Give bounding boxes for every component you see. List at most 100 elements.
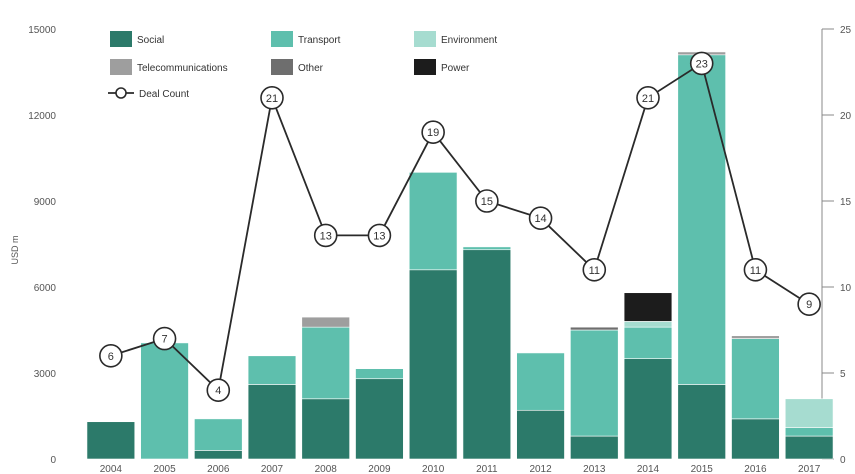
bar-segment-social [247, 384, 297, 460]
legend: Social Transport Environment Telecommunicat… [108, 31, 497, 100]
bar-segment-environment [784, 398, 834, 428]
bar-segment-social [408, 269, 458, 460]
bar-segment-power [623, 292, 673, 322]
deal-count-label: 23 [696, 58, 708, 70]
bar-segment-social [194, 450, 243, 460]
deal-count-marker [582, 257, 607, 282]
left-tick-label: 15000 [28, 25, 56, 36]
deal-count-marker [636, 86, 660, 110]
y-axis-label: USD m [10, 236, 20, 265]
bar-segment-transport [623, 326, 673, 359]
bar-segment-social [86, 421, 136, 460]
legend-swatch-power [414, 59, 436, 75]
deal-count-marker [152, 326, 177, 351]
deal-count-label: 11 [750, 265, 761, 277]
x-tick-label: 2016 [744, 464, 767, 474]
x-tick-label: 2010 [422, 464, 445, 474]
bar-segment-social [301, 398, 350, 460]
legend-label: Transport [298, 35, 341, 46]
deal-count-label: 15 [481, 196, 493, 208]
deal-count-marker [475, 189, 499, 213]
bar-segment-other [570, 326, 619, 331]
bar-segment-social [462, 249, 512, 460]
legend-label: Social [137, 35, 164, 46]
left-tick-label: 9000 [34, 197, 57, 208]
x-tick-label: 2014 [637, 464, 660, 474]
bar-segment-transport [570, 329, 619, 437]
deal-count-label: 9 [806, 299, 812, 311]
bar-segment-transport [677, 54, 726, 385]
x-tick-label: 2008 [315, 464, 338, 474]
deal-count-marker [99, 343, 123, 368]
bar-segment-transport [140, 342, 189, 460]
deal-count-marker [689, 51, 714, 76]
x-tick-label: 2012 [529, 464, 552, 474]
legend-marker-swatch [115, 87, 127, 99]
x-tick-label: 2004 [100, 464, 123, 474]
bar-segment-social [677, 384, 726, 460]
left-tick-label: 3000 [34, 369, 57, 380]
bar-segment-social [516, 409, 565, 460]
deal-count-marker [367, 223, 392, 248]
x-tick-label: 2011 [476, 464, 498, 474]
x-tick-label: 2013 [583, 464, 606, 474]
bar-segment-telecommunications [301, 316, 350, 328]
legend-label: Power [441, 63, 470, 74]
deal-count-label: 21 [642, 93, 654, 105]
left-tick-label: 0 [50, 455, 56, 466]
deal-count-marker [313, 223, 338, 248]
legend-swatch-other [271, 59, 293, 75]
bar-segment-social [731, 418, 780, 460]
deal-count-label: 4 [215, 385, 221, 397]
left-tick-label: 6000 [34, 283, 57, 294]
legend-label: Environment [441, 35, 497, 46]
bar-segment-transport [355, 368, 404, 380]
bars [86, 51, 834, 460]
legend-swatch-telecommunications [110, 59, 132, 75]
bar-segment-social [570, 435, 619, 460]
bar-segment-transport [408, 172, 458, 271]
deal-count-label: 11 [589, 265, 600, 277]
bar-segment-transport [247, 355, 297, 385]
bar-segment-transport [301, 326, 350, 400]
bar-segment-transport [516, 352, 565, 411]
bar-segment-transport [731, 338, 780, 420]
legend-label: Other [298, 63, 324, 74]
left-tick-label: 12000 [28, 111, 56, 122]
legend-swatch-environment [414, 31, 436, 47]
deal-count-marker [797, 292, 821, 317]
deal-count-marker [206, 378, 231, 403]
deal-count-label: 21 [266, 93, 278, 105]
deal-count-marker [421, 120, 445, 144]
bar-segment-telecommunications [731, 335, 780, 339]
right-tick-label: 10 [840, 283, 852, 294]
x-tick-label: 2015 [691, 464, 714, 474]
deal-count-marker [743, 257, 768, 282]
deal-count-label: 6 [108, 351, 114, 363]
bar-segment-transport [462, 246, 512, 251]
right-tick-label: 15 [840, 197, 852, 208]
bar-segment-environment [623, 321, 673, 328]
bar-segment-social [623, 358, 673, 460]
legend-label: Telecommunications [137, 63, 228, 74]
legend-swatch-transport [271, 31, 293, 47]
deal-count-marker [260, 86, 284, 110]
bar-segment-transport [194, 418, 243, 451]
right-axis: 0 5 10 15 20 25 [821, 25, 852, 466]
bar-segment-transport [784, 427, 834, 437]
bar-segment-social [784, 435, 834, 460]
deal-count-label: 7 [162, 334, 168, 346]
legend-swatch-social [110, 31, 132, 47]
deal-count-label: 13 [373, 230, 385, 242]
right-tick-label: 0 [840, 455, 846, 466]
x-tick-label: 2009 [368, 464, 391, 474]
right-tick-label: 20 [840, 111, 852, 122]
deal-count-label: 14 [534, 213, 546, 225]
right-tick-label: 5 [840, 369, 846, 380]
deal-count-label: 19 [427, 127, 439, 139]
x-tick-label: 2017 [798, 464, 821, 474]
x-tick-label: 2006 [207, 464, 230, 474]
bar-segment-social [355, 378, 404, 460]
deal-count-label: 13 [320, 230, 332, 242]
